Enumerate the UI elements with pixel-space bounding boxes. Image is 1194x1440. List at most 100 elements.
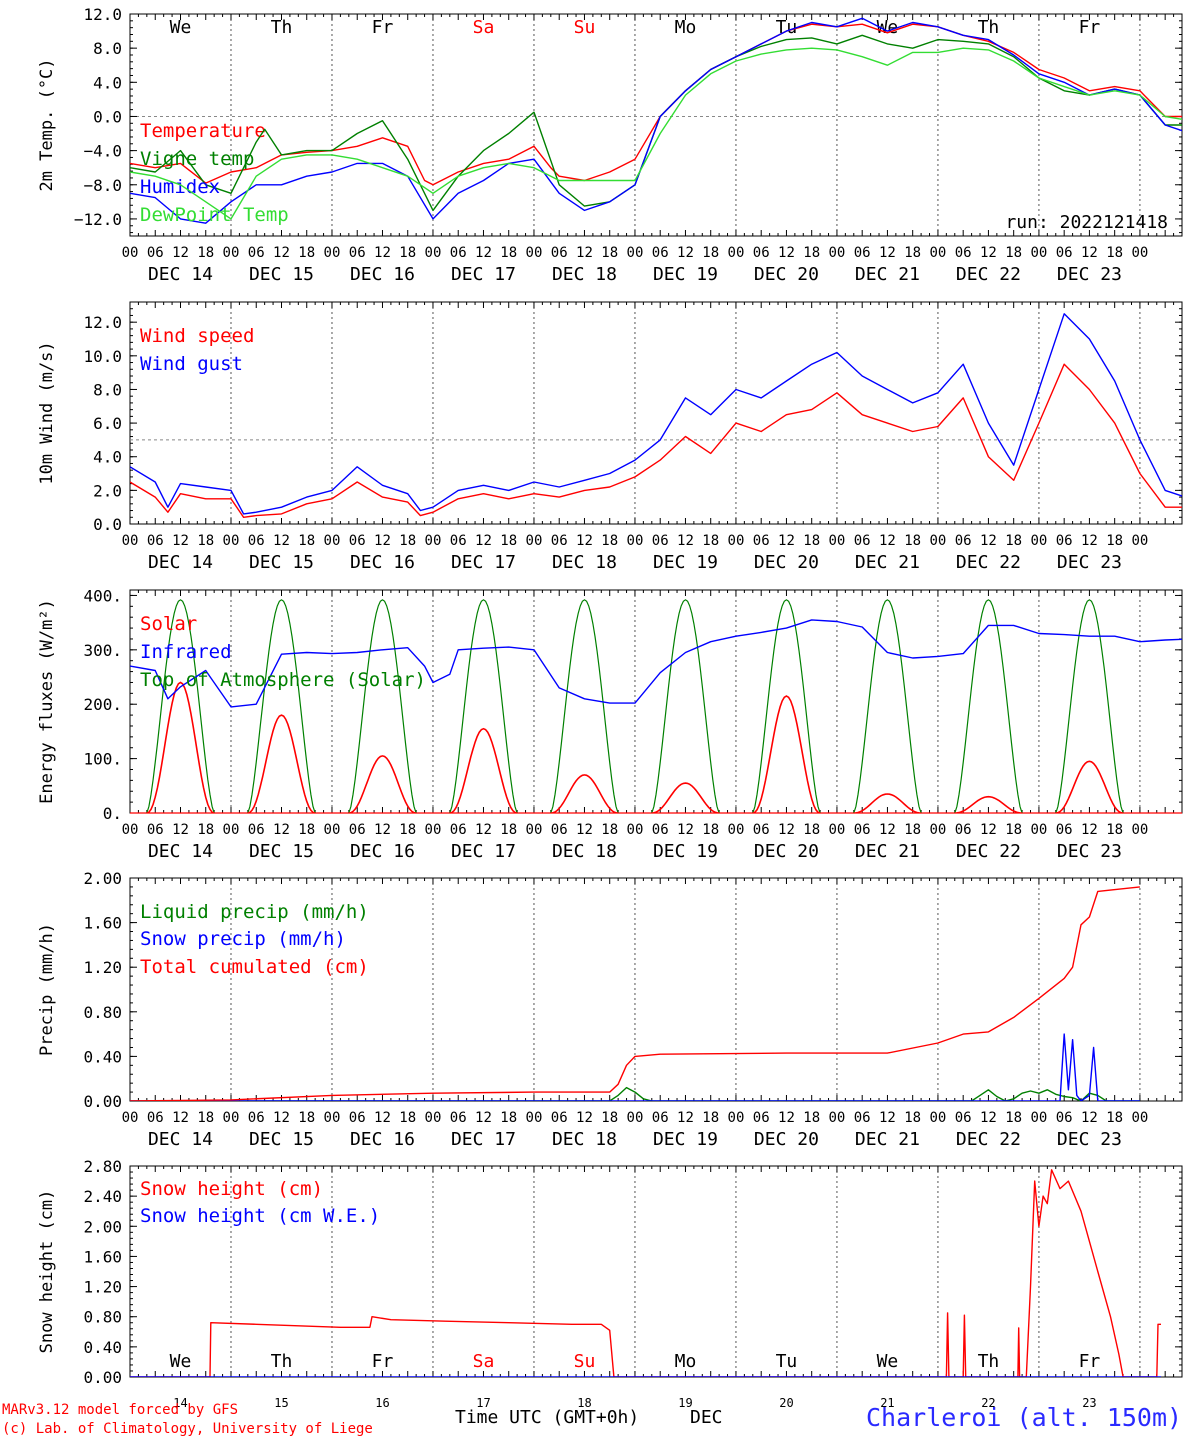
hour-tick-label: 00 — [122, 1110, 139, 1126]
hour-tick-label: 00 — [1131, 533, 1148, 549]
legend-entry: Snow height (cm W.E.) — [140, 1205, 380, 1227]
series-wind-gust — [130, 313, 1182, 515]
hour-tick-label: 06 — [551, 245, 568, 261]
y-tick-label: 4.0 — [93, 448, 122, 467]
hour-tick-label: 18 — [197, 822, 214, 838]
hour-tick-label: 12 — [879, 245, 896, 261]
hour-tick-label: 12 — [778, 1110, 795, 1126]
hour-tick-label: 18 — [298, 822, 315, 838]
hour-tick-label: 12 — [374, 533, 391, 549]
y-tick-label: 2.0 — [93, 481, 122, 500]
hour-tick-label: 06 — [349, 533, 366, 549]
hour-tick-label: 18 — [1005, 245, 1022, 261]
series-liquid-precip-mm-h- — [130, 1086, 1140, 1101]
y-tick-label: −12.0 — [74, 210, 122, 229]
date-label: DEC 20 — [754, 841, 819, 862]
hour-tick-label: 06 — [248, 533, 265, 549]
date-label: DEC 15 — [249, 264, 314, 285]
day-number-label: 16 — [375, 1396, 389, 1410]
y-tick-label: 0.0 — [93, 515, 122, 534]
hour-tick-label: 18 — [1005, 1110, 1022, 1126]
date-label: DEC 15 — [249, 1129, 314, 1150]
hour-tick-label: 06 — [450, 245, 467, 261]
hour-tick-label: 00 — [627, 822, 644, 838]
hour-tick-label: 12 — [879, 533, 896, 549]
weekday-label: Fr — [1079, 17, 1101, 38]
hour-tick-label: 00 — [526, 1110, 543, 1126]
hour-tick-label: 18 — [803, 533, 820, 549]
hour-tick-label: 06 — [753, 1110, 770, 1126]
y-tick-label: −8.0 — [83, 176, 122, 195]
y-axis-label: Snow height (cm) — [37, 1190, 57, 1354]
y-tick-label: 12.0 — [83, 313, 122, 332]
hour-tick-label: 18 — [1106, 822, 1123, 838]
date-label: DEC 14 — [148, 552, 213, 573]
series-wind-speed — [130, 363, 1182, 518]
hour-tick-label: 06 — [551, 533, 568, 549]
hour-tick-label: 18 — [500, 1110, 517, 1126]
date-label: DEC 22 — [956, 1129, 1021, 1150]
hour-tick-label: 06 — [955, 822, 972, 838]
hour-tick-label: 06 — [147, 533, 164, 549]
hour-tick-label: 00 — [223, 822, 240, 838]
hour-tick-label: 18 — [197, 245, 214, 261]
hour-tick-label: 06 — [1056, 533, 1073, 549]
hour-tick-label: 12 — [778, 533, 795, 549]
date-label: DEC 18 — [552, 264, 617, 285]
hour-tick-label: 06 — [450, 822, 467, 838]
hour-tick-label: 18 — [298, 533, 315, 549]
hour-tick-label: 00 — [728, 533, 745, 549]
hour-tick-label: 12 — [576, 533, 593, 549]
hour-tick-label: 00 — [122, 822, 139, 838]
y-tick-label: 0.00 — [83, 1092, 122, 1111]
hour-tick-label: 06 — [854, 533, 871, 549]
date-label: DEC 23 — [1057, 1129, 1122, 1150]
hour-tick-label: 12 — [778, 822, 795, 838]
y-tick-label: 2.00 — [83, 869, 122, 888]
hour-tick-label: 12 — [576, 1110, 593, 1126]
hour-tick-label: 00 — [728, 822, 745, 838]
hour-tick-label: 00 — [1131, 1110, 1148, 1126]
station-name: Charleroi (alt. 150m) — [866, 1403, 1182, 1432]
panel-snow: 0.00 0.40 0.80 1.20 1.60 2.00 2.40 2.80 Snow hei… — [37, 1157, 1183, 1410]
hour-tick-label: 06 — [854, 245, 871, 261]
hour-tick-label: 00 — [324, 533, 341, 549]
hour-tick-label: 00 — [1030, 822, 1047, 838]
y-tick-label: 0.40 — [83, 1338, 122, 1357]
y-tick-label: 400. — [83, 586, 122, 605]
date-label: DEC 14 — [148, 841, 213, 862]
hour-tick-label: 18 — [500, 245, 517, 261]
weekday-label: Su — [574, 1351, 596, 1372]
y-tick-label: 1.20 — [83, 958, 122, 977]
hour-tick-label: 12 — [778, 245, 795, 261]
weekday-label: Mo — [675, 1351, 697, 1372]
y-tick-label: 10.0 — [83, 347, 122, 366]
x-axis-label: Time UTC (GMT+0h) — [455, 1407, 639, 1428]
date-label: DEC 20 — [754, 552, 819, 573]
hour-tick-label: 12 — [475, 533, 492, 549]
y-tick-label: 8.0 — [93, 380, 122, 399]
month-label: DEC — [690, 1407, 723, 1428]
hour-tick-label: 18 — [500, 533, 517, 549]
weekday-label: We — [170, 1351, 192, 1372]
hour-tick-label: 12 — [273, 1110, 290, 1126]
date-label: DEC 19 — [653, 552, 718, 573]
hour-tick-label: 18 — [904, 533, 921, 549]
weekday-label: Tu — [776, 1351, 798, 1372]
hour-tick-label: 06 — [753, 822, 770, 838]
series-vigne-temp — [130, 34, 1182, 212]
hour-tick-label: 06 — [147, 822, 164, 838]
date-label: DEC 16 — [350, 1129, 415, 1150]
hour-tick-label: 00 — [425, 822, 442, 838]
series-toa-solar — [146, 599, 1124, 813]
date-label: DEC 21 — [855, 1129, 920, 1150]
legend-entry: Snow height (cm) — [140, 1178, 323, 1200]
footer: MARv3.12 model forced by GFS (c) Lab. of… — [2, 1402, 1182, 1437]
hour-tick-label: 12 — [576, 822, 593, 838]
y-tick-label: 1.20 — [83, 1278, 122, 1297]
hour-tick-label: 06 — [147, 245, 164, 261]
weekday-label: Fr — [372, 1351, 394, 1372]
hour-tick-label: 18 — [500, 822, 517, 838]
hour-tick-label: 00 — [1030, 1110, 1047, 1126]
